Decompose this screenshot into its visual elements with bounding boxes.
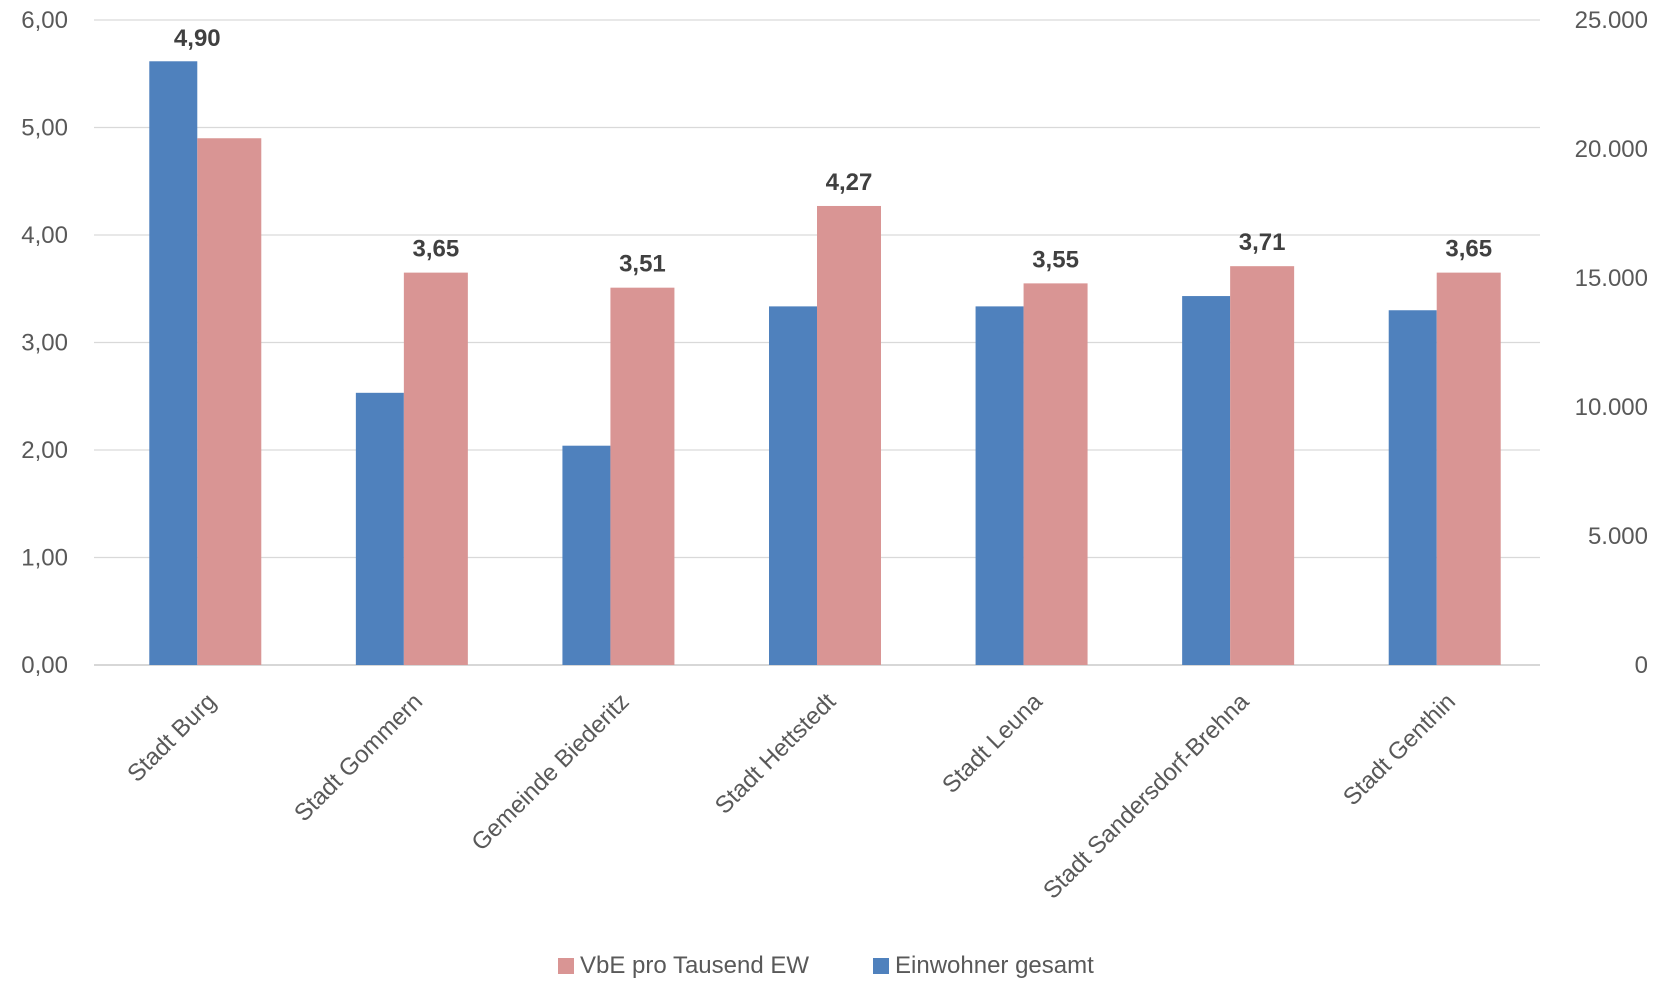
data-label-vbe: 3,65 xyxy=(1445,236,1492,263)
category-axis: Stadt Burg Stadt Gommern Gemeinde Biederit… xyxy=(122,688,1461,905)
legend: VbE pro Tausend EW Einwohner gesamt xyxy=(558,952,1094,979)
bar-vbe xyxy=(817,205,881,665)
bar-vbe xyxy=(197,138,262,665)
left-tick-label: 5,00 xyxy=(21,115,68,142)
left-tick-label: 3,00 xyxy=(21,330,68,357)
right-tick-label: 20.000 xyxy=(1575,136,1648,163)
legend-swatch-vbe xyxy=(558,958,574,974)
bar-einwohner xyxy=(1388,310,1437,665)
left-tick-label: 6,00 xyxy=(21,7,68,34)
left-tick-label: 0,00 xyxy=(21,652,68,679)
right-tick-label: 5.000 xyxy=(1588,523,1648,550)
bar-vbe xyxy=(1436,272,1501,665)
bar-einwohner xyxy=(149,61,198,665)
bar-vbe xyxy=(1230,266,1295,665)
category-label: Stadt Leuna xyxy=(937,688,1048,799)
category-label: Stadt Hettstedt xyxy=(710,688,842,820)
bar-vbe xyxy=(403,272,468,665)
bar-vbe xyxy=(610,287,675,665)
bars xyxy=(149,61,1501,665)
left-axis: 0,00 1,00 2,00 3,00 4,00 5,00 6,00 xyxy=(21,7,68,679)
legend-label-vbe: VbE pro Tausend EW xyxy=(580,952,809,979)
category-label: Gemeinde Biederitz xyxy=(467,688,635,856)
right-tick-label: 25.000 xyxy=(1575,7,1648,34)
bar-einwohner xyxy=(769,306,817,665)
bar-einwohner xyxy=(975,306,1024,665)
legend-label-einwohner: Einwohner gesamt xyxy=(895,952,1094,979)
category-label: Stadt Sandersdorf-Brehna xyxy=(1038,688,1255,905)
left-tick-label: 4,00 xyxy=(21,222,68,249)
data-label-vbe: 4,27 xyxy=(826,169,873,196)
bar-einwohner xyxy=(562,445,611,665)
legend-swatch-einwohner xyxy=(873,958,889,974)
left-tick-label: 2,00 xyxy=(21,437,68,464)
right-tick-label: 0 xyxy=(1635,652,1648,679)
right-tick-label: 15.000 xyxy=(1575,265,1648,292)
category-label: Stadt Gommern xyxy=(289,688,428,827)
right-axis: 0 5.000 10.000 15.000 20.000 25.000 xyxy=(1575,7,1648,679)
category-label: Stadt Genthin xyxy=(1338,688,1461,811)
data-label-vbe: 3,55 xyxy=(1032,246,1079,273)
bar-einwohner xyxy=(355,392,404,665)
data-label-vbe: 3,65 xyxy=(412,236,459,263)
bar-vbe xyxy=(1023,283,1088,665)
data-label-vbe: 3,51 xyxy=(619,251,666,278)
data-labels: 4,90 3,65 3,51 4,27 3,55 3,71 3,65 xyxy=(174,25,1492,278)
right-tick-label: 10.000 xyxy=(1575,394,1648,421)
left-tick-label: 1,00 xyxy=(21,545,68,572)
data-label-vbe: 4,90 xyxy=(174,25,221,52)
data-label-vbe: 3,71 xyxy=(1239,229,1286,256)
bar-einwohner xyxy=(1182,296,1231,665)
category-label: Stadt Burg xyxy=(122,688,221,787)
